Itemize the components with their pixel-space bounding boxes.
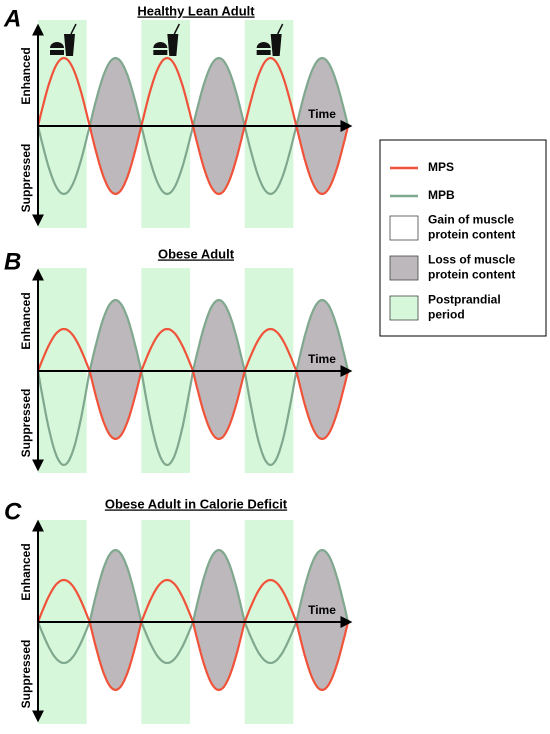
straw bbox=[173, 23, 181, 35]
meal-icon bbox=[153, 23, 181, 56]
loss-area bbox=[89, 550, 142, 690]
panel-letter: A bbox=[3, 5, 21, 32]
y-top-label: Enhanced bbox=[19, 292, 33, 349]
burger-bottom bbox=[256, 50, 271, 55]
legend-label: Gain of muscle bbox=[428, 213, 514, 227]
x-axis-label: Time bbox=[308, 107, 336, 121]
panel: Time Enhanced Suppressed C Obese Adult in Ca… bbox=[4, 496, 353, 724]
y-bottom-label: Suppressed bbox=[19, 389, 33, 458]
area-key bbox=[389, 295, 419, 321]
meal-icon bbox=[256, 23, 284, 56]
loss-area bbox=[193, 300, 245, 439]
x-axis-label: Time bbox=[308, 352, 336, 366]
loss-area bbox=[89, 300, 142, 439]
panels: Time Enhanced Suppressed A Healthy Lean Adul… bbox=[3, 3, 353, 724]
panel-title: Healthy Lean Adult bbox=[137, 3, 255, 18]
legend-label: period bbox=[428, 308, 465, 322]
area-key bbox=[389, 255, 419, 281]
panel: Time Enhanced Suppressed A Healthy Lean Adul… bbox=[3, 3, 353, 228]
loss-area bbox=[296, 300, 348, 439]
panel-letter: C bbox=[4, 498, 22, 525]
legend-label: protein content bbox=[428, 228, 515, 242]
loss-area bbox=[296, 550, 348, 690]
legend-label: MPS bbox=[428, 160, 454, 174]
legend-label: protein content bbox=[428, 268, 515, 282]
loss-area bbox=[193, 550, 245, 690]
drink bbox=[167, 34, 179, 56]
legend-label: Loss of muscle bbox=[428, 253, 516, 267]
meal-icon bbox=[50, 23, 77, 56]
burger-top bbox=[153, 42, 168, 48]
burger-top bbox=[50, 42, 64, 48]
panel: Time Enhanced Suppressed B Obese Adult bbox=[4, 246, 353, 473]
y-top-label: Enhanced bbox=[19, 543, 33, 600]
burger-top bbox=[256, 42, 271, 48]
burger-bottom bbox=[50, 50, 64, 55]
y-bottom-label: Suppressed bbox=[19, 640, 33, 709]
drink bbox=[270, 34, 282, 56]
x-axis-label: Time bbox=[308, 603, 336, 617]
straw bbox=[70, 23, 77, 35]
y-top-label: Enhanced bbox=[19, 47, 33, 104]
legend-label: Postprandial bbox=[428, 293, 501, 307]
area-key bbox=[389, 215, 419, 241]
panel-title: Obese Adult in Calorie Deficit bbox=[105, 496, 288, 511]
panel-title: Obese Adult bbox=[158, 246, 235, 261]
drink bbox=[64, 34, 75, 56]
y-bottom-label: Suppressed bbox=[19, 144, 33, 213]
legend-label: MPB bbox=[428, 188, 455, 202]
burger-bottom bbox=[153, 50, 168, 55]
straw bbox=[276, 23, 284, 35]
panel-letter: B bbox=[4, 248, 21, 275]
